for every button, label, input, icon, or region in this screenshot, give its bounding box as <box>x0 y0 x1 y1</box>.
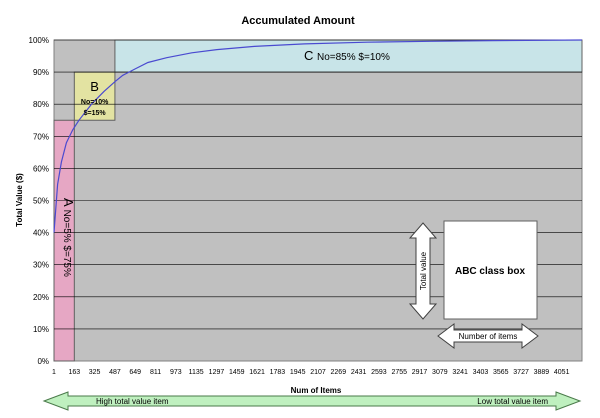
region-a-area <box>53 119 75 362</box>
x-tick-label: 325 <box>89 369 101 376</box>
x-tick-label: 2431 <box>351 369 367 376</box>
x-tick-label: 973 <box>170 369 182 376</box>
x-tick-label: 2593 <box>371 369 387 376</box>
x-tick-label: 3889 <box>534 369 550 376</box>
low-value-label: Low total value item <box>477 397 548 406</box>
y-tick-label: 70% <box>33 132 49 141</box>
y-tick-label: 10% <box>33 325 49 334</box>
y-tick-label: 0% <box>37 357 49 366</box>
x-tick-label: 3079 <box>432 369 448 376</box>
x-tick-label: 2755 <box>391 369 407 376</box>
region-c-area <box>114 39 583 73</box>
cumulative-curve <box>53 39 583 233</box>
number-of-items-arrow-label: Number of items <box>459 332 518 341</box>
abc-class-box <box>443 220 538 320</box>
y-tick-label: 90% <box>33 68 49 77</box>
x-tick-label: 1297 <box>209 369 225 376</box>
y-tick-label: 60% <box>33 164 49 173</box>
y-axis-label: Total Value ($) <box>15 173 24 227</box>
region-c-label: C No=85% $=10% <box>304 48 390 63</box>
x-tick-label: 1945 <box>290 369 306 376</box>
x-tick-label: 163 <box>68 369 80 376</box>
y-tick-label: 50% <box>33 197 49 206</box>
region-a-label: A No=5% $=75% <box>61 198 76 277</box>
chart-title: Accumulated Amount <box>241 15 355 27</box>
x-tick-label: 2107 <box>310 369 326 376</box>
x-tick-label: 1621 <box>249 369 265 376</box>
x-tick-label: 3565 <box>493 369 509 376</box>
x-tick-label: 3403 <box>473 369 489 376</box>
y-tick-label: 80% <box>33 100 49 109</box>
x-tick-label: 2269 <box>331 369 347 376</box>
region-b-value: $=15% <box>84 110 107 117</box>
y-tick-label: 20% <box>33 293 49 302</box>
horizontal-double-arrow <box>437 323 539 349</box>
x-tick-label: 1 <box>52 369 56 376</box>
total-value-arrow-label: Total value <box>419 251 428 290</box>
x-tick-label: 3241 <box>452 369 468 376</box>
x-tick-label: 1783 <box>270 369 286 376</box>
x-tick-label: 487 <box>109 369 121 376</box>
x-tick-label: 649 <box>129 369 141 376</box>
abc-class-box-title: ABC class box <box>455 266 525 277</box>
x-tick-label: 4051 <box>554 369 570 376</box>
y-tick-label: 30% <box>33 261 49 270</box>
value-direction-arrow: High total value item Low total value it… <box>42 391 582 411</box>
region-b-count: No=10% <box>81 99 109 106</box>
bottom-green-arrow <box>42 391 582 411</box>
y-tick-label: 100% <box>29 36 49 45</box>
y-tick-label: 40% <box>33 229 49 238</box>
x-axis-label: Num of Items <box>291 386 342 395</box>
region-b-label: B <box>90 79 99 94</box>
x-tick-label: 3727 <box>513 369 529 376</box>
x-tick-label: 1135 <box>189 369 204 376</box>
x-tick-label: 2917 <box>412 369 428 376</box>
vertical-double-arrow <box>408 222 438 320</box>
abc-class-box-legend: ABC class box Total value Number of item… <box>408 220 539 349</box>
x-tick-label: 811 <box>150 369 161 376</box>
x-tick-label: 1459 <box>229 369 245 376</box>
high-value-label: High total value item <box>96 397 169 406</box>
